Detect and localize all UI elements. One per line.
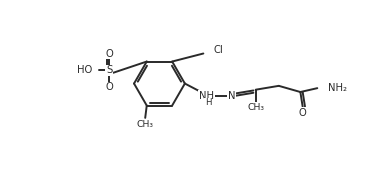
- Text: S: S: [106, 65, 113, 75]
- Text: O: O: [106, 82, 113, 92]
- Text: CH₃: CH₃: [247, 103, 264, 112]
- Text: O: O: [298, 108, 306, 118]
- Text: NH₂: NH₂: [328, 83, 347, 93]
- Text: O: O: [106, 48, 113, 58]
- Text: CH₃: CH₃: [137, 120, 154, 129]
- Text: N: N: [228, 91, 236, 101]
- Text: NH: NH: [199, 91, 214, 101]
- Text: Cl: Cl: [213, 45, 223, 55]
- Text: H: H: [205, 98, 211, 107]
- Text: HO: HO: [77, 65, 92, 75]
